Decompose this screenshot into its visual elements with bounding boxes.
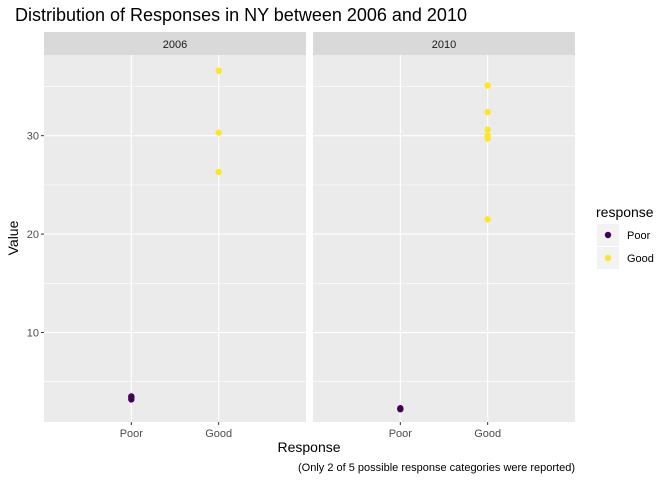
y-tick-label: 30 bbox=[27, 131, 39, 143]
legend-label-poor: Poor bbox=[627, 230, 651, 242]
facet-panel-2006: 2006 bbox=[44, 32, 306, 422]
data-point-good bbox=[484, 108, 491, 116]
data-point-poor bbox=[397, 405, 404, 412]
data-point-poor bbox=[128, 393, 135, 400]
panel-background bbox=[44, 55, 306, 422]
y-axis: 10 20 30 bbox=[27, 131, 44, 339]
data-point-good bbox=[484, 82, 491, 89]
legend-label-good: Good bbox=[627, 253, 654, 265]
x-axis: Poor Good Poor Good bbox=[120, 422, 501, 440]
caption: (Only 2 of 5 possible response categorie… bbox=[298, 462, 575, 474]
x-tick-label: Poor bbox=[389, 428, 413, 440]
facet-strip-label: 2010 bbox=[432, 39, 456, 51]
legend-key-poor bbox=[604, 231, 612, 239]
facet-panels: 2006 2010 bbox=[44, 32, 575, 422]
panel-background bbox=[313, 55, 575, 422]
facet-strip bbox=[313, 32, 575, 55]
facet-panel-2010: 2010 bbox=[313, 32, 575, 422]
data-point-good bbox=[484, 132, 491, 139]
y-axis-title: Value bbox=[5, 220, 21, 255]
y-tick-label: 10 bbox=[27, 327, 39, 339]
x-tick-label: Good bbox=[474, 428, 501, 440]
data-point-good bbox=[484, 126, 491, 133]
data-point-good bbox=[215, 129, 222, 136]
x-axis-title: Response bbox=[277, 439, 340, 455]
facet-strip bbox=[44, 32, 306, 55]
data-point-good bbox=[215, 67, 222, 74]
x-tick-label: Poor bbox=[120, 428, 144, 440]
legend: response Poor Good bbox=[596, 204, 654, 269]
legend-key-good bbox=[604, 254, 612, 262]
legend-title: response bbox=[596, 204, 654, 220]
chart-title: Distribution of Responses in NY between … bbox=[15, 5, 467, 25]
y-tick-label: 20 bbox=[27, 229, 39, 241]
data-point-good bbox=[215, 168, 222, 176]
x-tick-label: Good bbox=[205, 428, 232, 440]
data-point-good bbox=[484, 216, 491, 223]
facet-strip-label: 2006 bbox=[163, 39, 187, 51]
